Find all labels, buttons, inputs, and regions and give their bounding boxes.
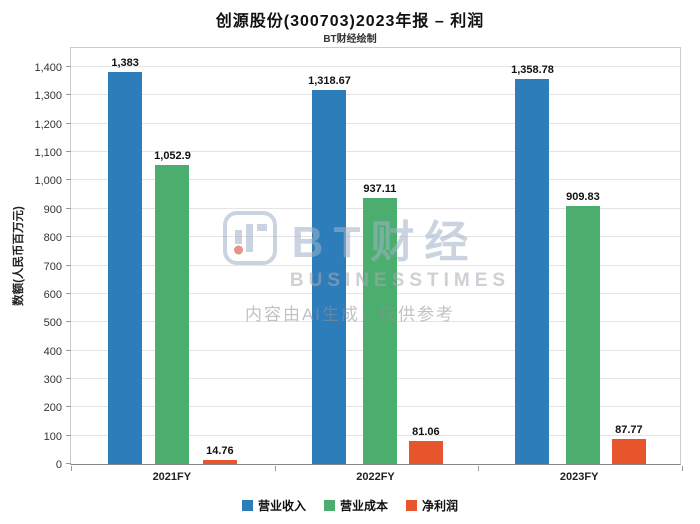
x-axis-category-label: 2022FY bbox=[356, 471, 395, 483]
bar-series3-2022fy[interactable] bbox=[408, 441, 443, 464]
bar-series1-2022fy[interactable] bbox=[312, 90, 347, 464]
y-tick-label: 1,100 bbox=[34, 147, 62, 160]
y-tick-label: 400 bbox=[43, 345, 62, 358]
y-tick-mark bbox=[66, 66, 71, 67]
bar-series1-2023fy[interactable] bbox=[515, 78, 550, 464]
y-tick-mark bbox=[66, 463, 71, 464]
bar-wrap: 81.06 bbox=[408, 48, 443, 464]
legend-item-series2[interactable]: 营业成本 bbox=[323, 497, 388, 514]
bar-value-label: 81.06 bbox=[412, 426, 440, 438]
y-tick-label: 200 bbox=[43, 402, 62, 415]
bar-series2-2021fy[interactable] bbox=[155, 165, 190, 464]
y-tick-mark bbox=[66, 321, 71, 323]
y-tick-mark bbox=[66, 349, 71, 351]
y-tick-label: 100 bbox=[43, 430, 62, 443]
legend-swatch-icon bbox=[323, 500, 335, 511]
y-tick-label: 900 bbox=[43, 203, 62, 216]
y-tick-label: 1,200 bbox=[34, 118, 62, 131]
bars-layer: 1,383 1,052.9 14.76 1,318.67 937.11 81.06 1,35… bbox=[71, 48, 680, 464]
y-tick-mark bbox=[66, 94, 71, 96]
bar-wrap: 1,358.78 bbox=[511, 48, 554, 464]
y-tick-mark bbox=[66, 151, 71, 153]
bar-series3-2021fy[interactable] bbox=[202, 459, 237, 464]
bar-wrap: 87.77 bbox=[611, 48, 646, 464]
bar-value-label: 937.11 bbox=[363, 183, 397, 196]
chart-title: 创源股份(300703)2023年报 – 利润 bbox=[215, 13, 485, 30]
bar-series2-2023fy[interactable] bbox=[565, 206, 600, 464]
bar-wrap: 1,383 bbox=[108, 48, 143, 464]
y-tick-mark bbox=[66, 292, 71, 294]
y-tick-label: 0 bbox=[55, 459, 62, 471]
bar-group-2021fy: 1,383 1,052.9 14.76 bbox=[71, 48, 274, 464]
y-tick-mark bbox=[66, 207, 71, 209]
plot-area: 1,383 1,052.9 14.76 1,318.67 937.11 81.06 1,35… bbox=[66, 47, 683, 471]
y-tick-mark bbox=[66, 377, 71, 379]
y-tick-mark bbox=[66, 122, 71, 124]
bar-value-label: 1,358.78 bbox=[511, 63, 554, 76]
y-tick-label: 600 bbox=[43, 288, 62, 301]
y-tick-mark bbox=[66, 406, 71, 408]
y-tick-mark bbox=[66, 264, 71, 266]
y-tick-label: 800 bbox=[43, 232, 62, 245]
bar-wrap: 909.83 bbox=[565, 48, 600, 464]
y-tick-label: 700 bbox=[43, 260, 62, 273]
bar-wrap: 1,052.9 bbox=[154, 48, 191, 464]
legend: 营业收入 营业成本 净利润 bbox=[0, 497, 700, 514]
y-tick-label: 1,000 bbox=[34, 175, 62, 188]
x-tick-mark bbox=[682, 466, 683, 471]
y-tick-label: 500 bbox=[43, 317, 62, 330]
gridline bbox=[71, 66, 680, 67]
bar-value-label: 1,383 bbox=[111, 56, 139, 69]
bar-value-label: 87.77 bbox=[615, 424, 643, 437]
bar-wrap: 14.76 bbox=[202, 48, 237, 464]
x-axis-category-label: 2021FY bbox=[152, 471, 192, 483]
y-tick-label: 1,300 bbox=[34, 90, 62, 103]
bar-series3-2023fy[interactable] bbox=[611, 439, 646, 464]
x-tick-mark bbox=[274, 466, 276, 471]
legend-swatch-icon bbox=[406, 500, 417, 511]
legend-label: 营业成本 bbox=[339, 499, 388, 513]
bar-value-label: 14.76 bbox=[206, 444, 234, 457]
bar-wrap: 937.11 bbox=[362, 48, 397, 464]
y-tick-label: 1,400 bbox=[34, 62, 62, 74]
gridline bbox=[71, 94, 680, 96]
y-tick-mark bbox=[66, 236, 71, 238]
y-tick-mark bbox=[66, 434, 71, 436]
legend-item-series3[interactable]: 净利润 bbox=[406, 497, 458, 514]
bar-series2-2022fy[interactable] bbox=[362, 198, 397, 464]
x-tick-mark bbox=[71, 466, 72, 471]
bar-group-2022fy: 1,318.67 937.11 81.06 bbox=[274, 48, 477, 464]
legend-swatch-icon bbox=[241, 500, 253, 511]
y-tick-label: 300 bbox=[43, 373, 62, 386]
x-axis-category-label: 2023FY bbox=[559, 471, 599, 483]
chart-subtitle: BT财经绘制 bbox=[323, 34, 377, 45]
legend-label: 净利润 bbox=[422, 499, 459, 513]
gridline bbox=[71, 122, 680, 124]
gridline bbox=[71, 179, 680, 181]
bar-group-2023fy: 1,358.78 909.83 87.77 bbox=[477, 48, 680, 464]
bar-wrap: 1,318.67 bbox=[308, 48, 351, 464]
bar-value-label: 1,052.9 bbox=[154, 150, 191, 163]
y-tick-mark bbox=[66, 179, 71, 181]
y-axis-ticks: 0 100 200 300 400 500 600 700 800 900 1,000 1,100 1,… bbox=[0, 47, 62, 471]
bar-value-label: 1,318.67 bbox=[308, 75, 351, 88]
legend-label: 营业收入 bbox=[257, 499, 306, 513]
bar-series1-2021fy[interactable] bbox=[108, 71, 143, 464]
legend-item-series1[interactable]: 营业收入 bbox=[241, 497, 306, 514]
x-tick-mark bbox=[478, 466, 480, 471]
x-axis-labels: 2021FY 2022FY 2023FY bbox=[70, 471, 681, 483]
gridline bbox=[71, 151, 680, 153]
bar-value-label: 909.83 bbox=[566, 191, 600, 203]
